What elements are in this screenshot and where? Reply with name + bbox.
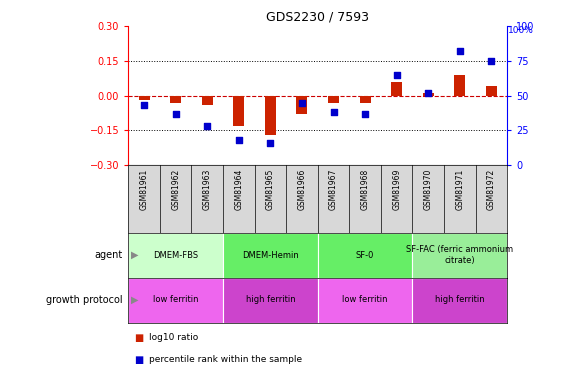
Text: low ferritin: low ferritin — [342, 296, 388, 304]
Bar — [296, 96, 307, 114]
Bar — [412, 278, 507, 322]
Bar — [128, 278, 223, 322]
Text: high ferritin: high ferritin — [245, 296, 295, 304]
Text: SF-0: SF-0 — [356, 251, 374, 260]
Point — [266, 140, 275, 146]
Text: percentile rank within the sample: percentile rank within the sample — [149, 356, 302, 364]
Text: ▶: ▶ — [131, 250, 139, 260]
Title: GDS2230 / 7593: GDS2230 / 7593 — [266, 11, 369, 24]
Bar — [128, 232, 223, 278]
Bar — [454, 75, 465, 96]
Bar — [223, 232, 318, 278]
Text: ■: ■ — [134, 333, 143, 342]
Point — [139, 102, 149, 108]
Point — [297, 100, 307, 106]
Text: SF-FAC (ferric ammonium
citrate): SF-FAC (ferric ammonium citrate) — [406, 245, 514, 265]
Text: GSM81964: GSM81964 — [234, 168, 243, 210]
Text: high ferritin: high ferritin — [435, 296, 484, 304]
Bar — [318, 232, 413, 278]
Bar — [328, 96, 339, 103]
Text: GSM81966: GSM81966 — [297, 168, 307, 210]
Point — [455, 48, 465, 54]
Text: GSM81967: GSM81967 — [329, 168, 338, 210]
Text: GSM81961: GSM81961 — [139, 168, 149, 210]
Point — [487, 58, 496, 64]
Bar — [412, 232, 507, 278]
Text: ▶: ▶ — [131, 295, 139, 305]
Point — [392, 72, 401, 78]
Bar — [202, 96, 213, 105]
Bar — [223, 278, 318, 322]
Bar — [423, 93, 434, 96]
Point — [171, 111, 180, 117]
Point — [424, 90, 433, 96]
Text: DMEM-Hemin: DMEM-Hemin — [242, 251, 298, 260]
Text: ■: ■ — [134, 355, 143, 365]
Bar — [170, 96, 181, 103]
Text: GSM81962: GSM81962 — [171, 168, 180, 210]
Text: GSM81969: GSM81969 — [392, 168, 401, 210]
Bar — [360, 96, 371, 103]
Bar — [318, 278, 413, 322]
Text: GSM81970: GSM81970 — [424, 168, 433, 210]
Bar — [391, 82, 402, 96]
Text: GSM81971: GSM81971 — [455, 168, 464, 210]
Text: agent: agent — [94, 250, 122, 260]
Bar — [486, 86, 497, 96]
Point — [329, 109, 338, 115]
Text: GSM81963: GSM81963 — [203, 168, 212, 210]
Text: log10 ratio: log10 ratio — [149, 333, 198, 342]
Text: 100%: 100% — [508, 26, 534, 35]
Point — [234, 137, 244, 143]
Bar — [139, 96, 150, 100]
Text: growth protocol: growth protocol — [46, 295, 122, 305]
Text: GSM81972: GSM81972 — [487, 168, 496, 210]
Bar — [265, 96, 276, 135]
Point — [360, 111, 370, 117]
Text: low ferritin: low ferritin — [153, 296, 198, 304]
Bar — [233, 96, 244, 126]
Text: GSM81968: GSM81968 — [361, 168, 370, 210]
Text: GSM81965: GSM81965 — [266, 168, 275, 210]
Point — [202, 123, 212, 129]
Text: DMEM-FBS: DMEM-FBS — [153, 251, 198, 260]
